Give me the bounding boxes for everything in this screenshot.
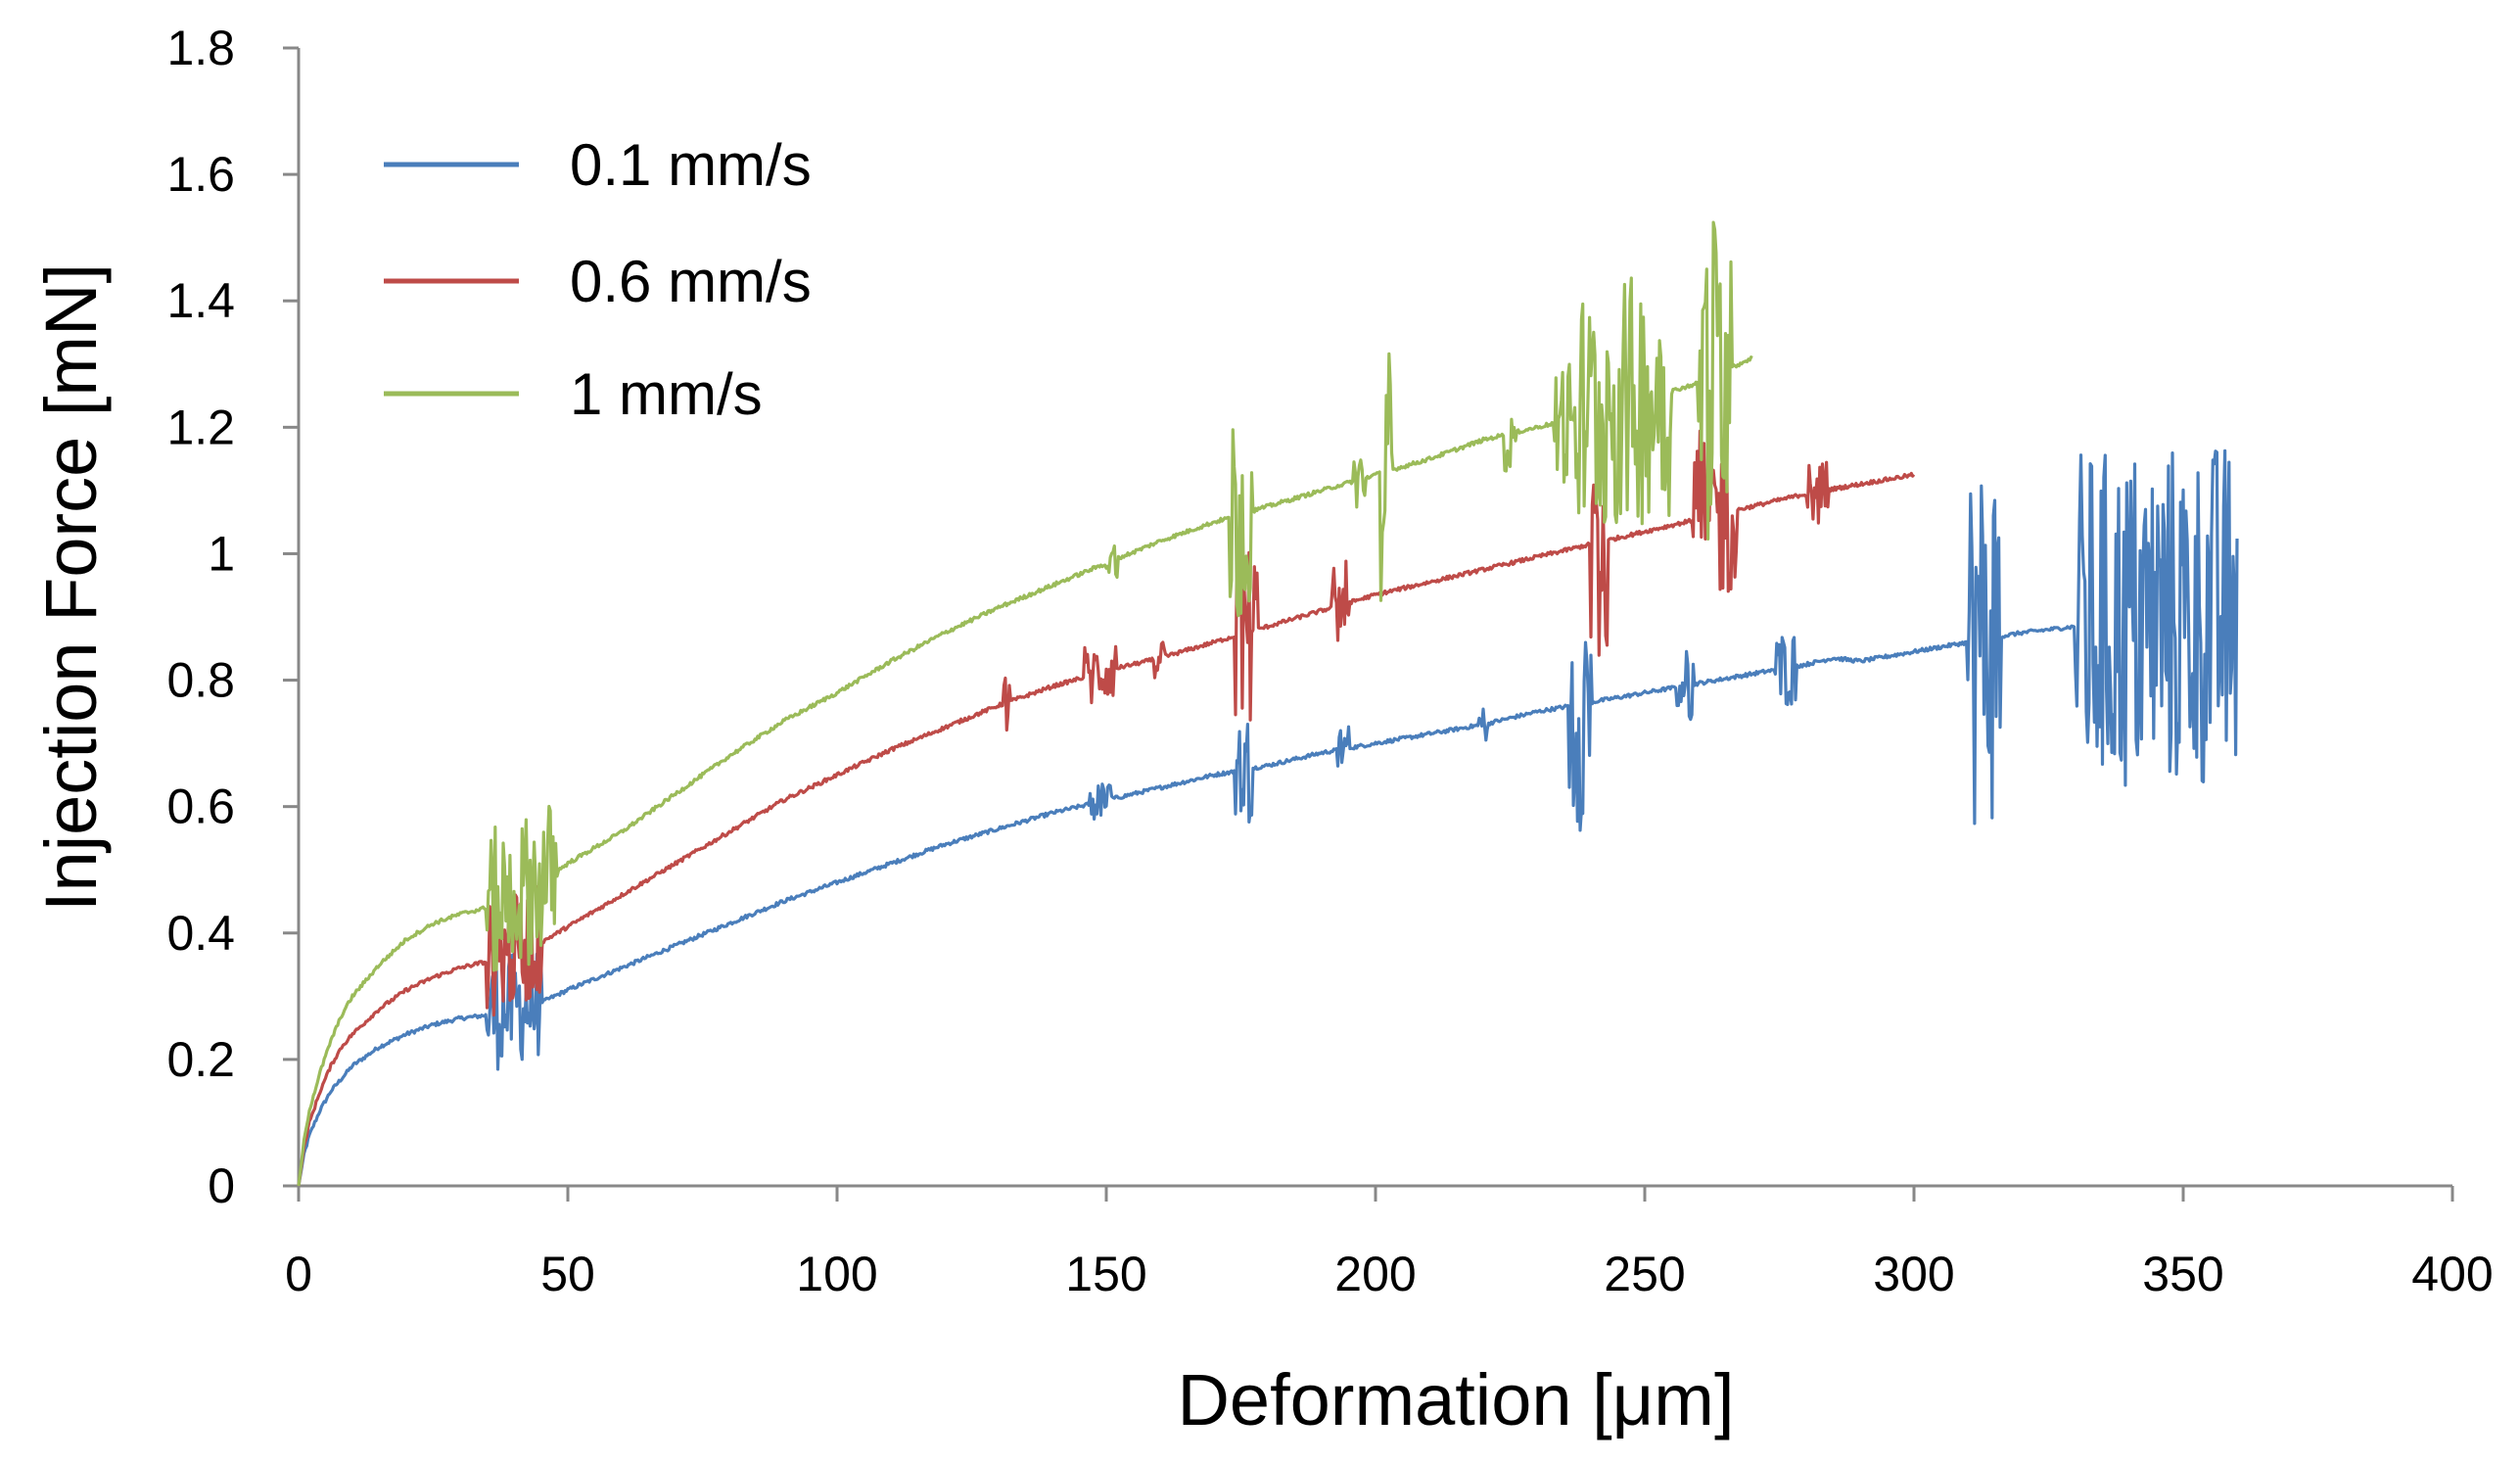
y-tick-label: 1.2 [166,400,235,454]
y-axis-title: Injection Force [mN] [30,263,112,912]
y-tick-label: 1.6 [166,147,235,202]
x-tick-label: 250 [1604,1247,1685,1301]
series-lines [297,220,2239,1187]
x-tick-label: 400 [2411,1247,2493,1301]
y-tick-label: 0 [208,1158,235,1213]
series-line-1 [297,448,2239,1187]
y-tick-label: 0.4 [166,906,235,961]
tick-labels: 0 0.2 0.4 0.6 0.8 1 1.2 1.4 1.6 1.8 0 50 100 150 200 25… [166,21,2493,1301]
legend: 0.1 mm/s 0.6 mm/s 1 mm/s [384,132,812,427]
y-tick-label: 0.6 [166,779,235,834]
axes [283,46,2454,1202]
x-tick-label: 350 [2142,1247,2223,1301]
legend-label-3: 1 mm/s [570,361,763,427]
series-line-2 [297,428,1916,1187]
x-tick-label: 0 [285,1247,312,1301]
legend-label-1: 0.1 mm/s [570,132,812,198]
y-tick-label: 1 [208,526,235,581]
x-tick-label: 50 [540,1247,595,1301]
y-tick-label: 0.8 [166,653,235,708]
x-tick-label: 150 [1065,1247,1146,1301]
series-line-3 [297,220,1753,1187]
x-tick-label: 100 [796,1247,877,1301]
y-tick-label: 1.8 [166,21,235,75]
y-tick-label: 1.4 [166,273,235,328]
y-tick-label: 0.2 [166,1032,235,1087]
x-tick-label: 300 [1873,1247,1954,1301]
x-tick-label: 200 [1334,1247,1416,1301]
legend-label-2: 0.6 mm/s [570,249,812,314]
x-axis-title: Deformation [μm] [1177,1359,1734,1440]
